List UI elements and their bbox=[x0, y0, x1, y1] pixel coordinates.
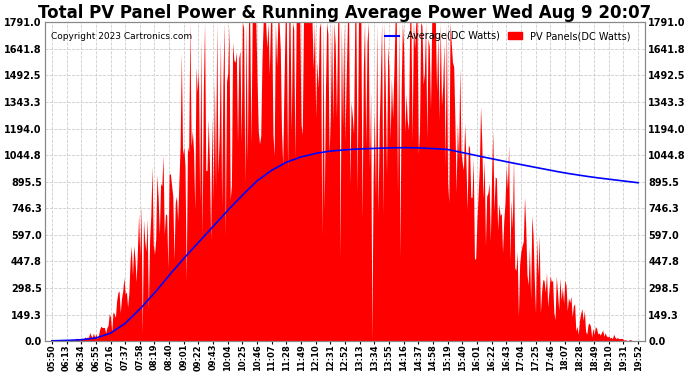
Title: Total PV Panel Power & Running Average Power Wed Aug 9 20:07: Total PV Panel Power & Running Average P… bbox=[39, 4, 651, 22]
Text: Copyright 2023 Cartronics.com: Copyright 2023 Cartronics.com bbox=[50, 32, 192, 41]
Legend: Average(DC Watts), PV Panels(DC Watts): Average(DC Watts), PV Panels(DC Watts) bbox=[381, 27, 635, 45]
